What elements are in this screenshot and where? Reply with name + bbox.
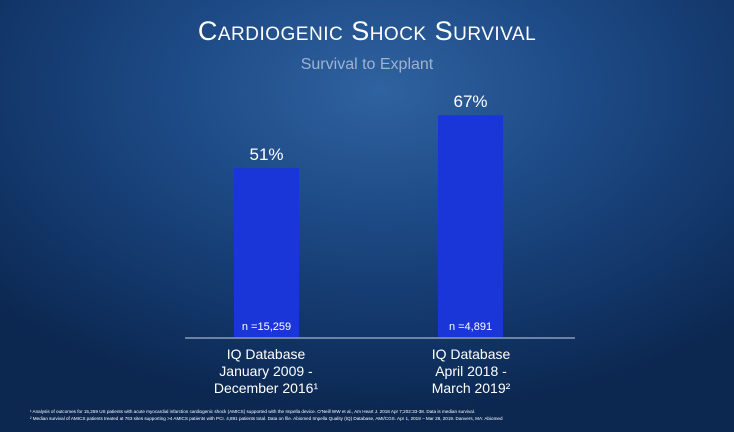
data-label: 67% (453, 92, 487, 111)
data-label: 51% (249, 145, 283, 164)
footnotes: ¹ Analysis of outcomes for 15,259 US pat… (30, 408, 503, 422)
footnote: ¹ Analysis of outcomes for 15,259 US pat… (30, 409, 476, 414)
bar (234, 168, 299, 337)
category-label: IQ Database January 2009 - December 2016¹ (213, 346, 319, 396)
bar (438, 115, 503, 337)
category-label: IQ Database April 2018 - March 2019² (431, 346, 511, 396)
chart-subtitle: Survival to Explant (300, 56, 434, 73)
footnote: ² Median survival of AMICS patients trea… (30, 416, 503, 421)
chart-title: Cardiogenic Shock Survival (197, 16, 537, 46)
n-label: n =4,891 (449, 321, 492, 333)
n-label: n =15,259 (242, 321, 291, 333)
